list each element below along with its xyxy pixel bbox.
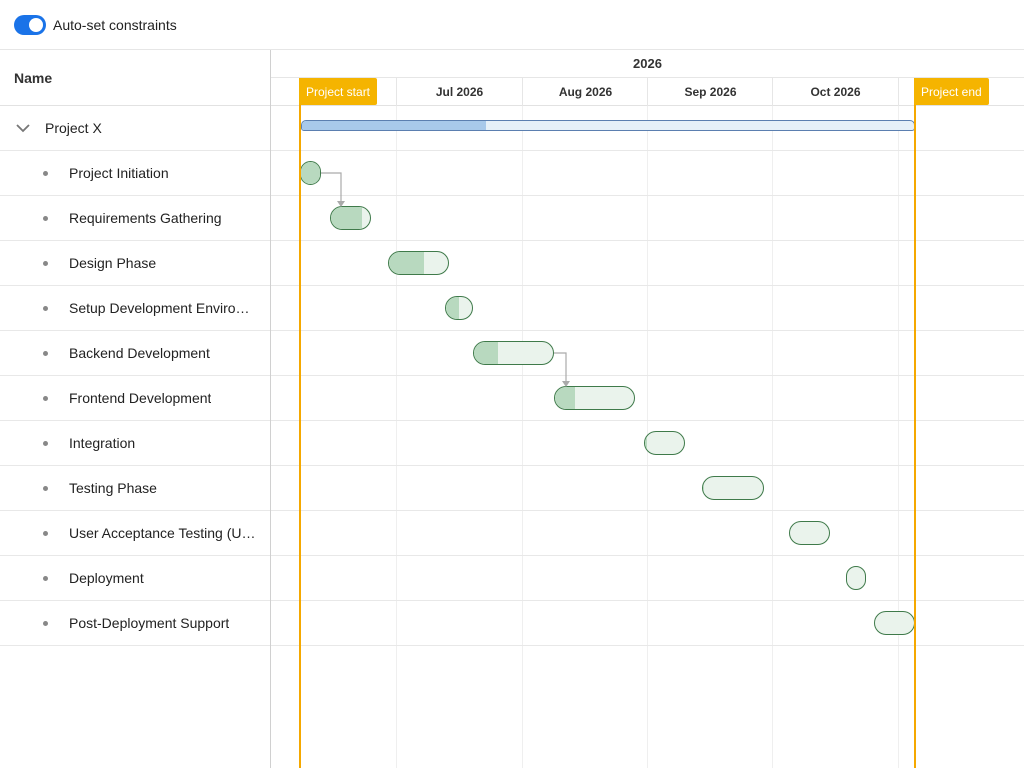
- task-bar[interactable]: [644, 431, 685, 455]
- task-name: Deployment: [69, 570, 144, 586]
- bullet-icon: [43, 575, 48, 581]
- timeline: 2026 Jul 2026 Aug 2026 Sep 2026 Oct 2026: [271, 50, 1024, 768]
- task-row[interactable]: Integration: [0, 421, 270, 466]
- bullet-icon: [43, 260, 48, 266]
- row-line: [271, 330, 1024, 331]
- task-bar[interactable]: [702, 476, 764, 500]
- task-name: Project Initiation: [69, 165, 169, 181]
- bullet-icon: [43, 530, 48, 536]
- task-bar[interactable]: [388, 251, 449, 275]
- task-progress: [301, 162, 320, 184]
- dependency-links: [321, 172, 570, 387]
- task-row[interactable]: Post-Deployment Support: [0, 601, 270, 646]
- chevron-down-icon[interactable]: [14, 119, 32, 137]
- project-end-line: [914, 78, 916, 768]
- task-row[interactable]: Deployment: [0, 556, 270, 601]
- dependency-link[interactable]: [554, 352, 567, 386]
- task-bar[interactable]: [473, 341, 554, 365]
- month-cell: Oct 2026: [772, 78, 898, 106]
- task-row[interactable]: Requirements Gathering: [0, 196, 270, 241]
- task-bar[interactable]: [330, 206, 371, 230]
- task-row[interactable]: Frontend Development: [0, 376, 270, 421]
- dependency-link[interactable]: [321, 172, 342, 206]
- row-line: [271, 645, 1024, 646]
- task-name: Frontend Development: [69, 390, 212, 406]
- bullet-icon: [43, 440, 48, 446]
- grid-line: [522, 106, 523, 768]
- task-name: Testing Phase: [69, 480, 157, 496]
- row-line: [271, 420, 1024, 421]
- task-name: Integration: [69, 435, 136, 451]
- row-line: [271, 150, 1024, 151]
- row-line: [271, 510, 1024, 511]
- row-line: [271, 375, 1024, 376]
- grid-line: [898, 106, 899, 768]
- project-start-line: [299, 78, 301, 768]
- task-progress: [474, 342, 498, 364]
- bullet-icon: [43, 350, 48, 356]
- task-progress: [446, 297, 459, 319]
- auto-constraints-label: Auto-set constraints: [53, 16, 177, 33]
- toolbar: Auto-set constraints: [0, 0, 1024, 50]
- summary-progress: [302, 121, 486, 130]
- month-cell: Aug 2026: [522, 78, 648, 106]
- task-name: Backend Development: [69, 345, 210, 361]
- row-line: [271, 240, 1024, 241]
- year-header: 2026: [271, 50, 1024, 78]
- task-bar[interactable]: [789, 521, 830, 545]
- task-progress: [703, 477, 705, 499]
- row-line: [271, 555, 1024, 556]
- project-row[interactable]: Project X: [0, 106, 270, 151]
- task-name: Design Phase: [69, 255, 157, 271]
- task-row[interactable]: Design Phase: [0, 241, 270, 286]
- project-name: Project X: [45, 120, 102, 136]
- name-column-header[interactable]: Name: [0, 50, 270, 106]
- task-name: Requirements Gathering: [69, 210, 222, 226]
- grid-line: [772, 106, 773, 768]
- task-progress: [645, 432, 647, 454]
- task-name: User Acceptance Testing (U…: [69, 525, 256, 541]
- bullet-icon: [43, 305, 48, 311]
- bullet-icon: [43, 395, 48, 401]
- task-progress: [555, 387, 575, 409]
- project-start-flag[interactable]: Project start: [299, 78, 378, 105]
- row-line: [271, 600, 1024, 601]
- task-name: Setup Development Enviro…: [69, 300, 250, 316]
- toggle-knob: [29, 17, 43, 32]
- task-row[interactable]: Setup Development Enviro…: [0, 286, 270, 331]
- month-cell: [898, 78, 1024, 106]
- month-cell: Jul 2026: [396, 78, 522, 106]
- month-header: Jul 2026 Aug 2026 Sep 2026 Oct 2026: [271, 78, 1024, 106]
- bullet-icon: [43, 485, 48, 491]
- task-row[interactable]: User Acceptance Testing (U…: [0, 511, 270, 556]
- grid-line: [396, 106, 397, 768]
- task-bar[interactable]: [445, 296, 473, 320]
- task-bar[interactable]: [846, 566, 866, 590]
- bullet-icon: [43, 620, 48, 626]
- project-end-flag[interactable]: Project end: [914, 78, 989, 105]
- task-bar[interactable]: [554, 386, 635, 410]
- arrow-icon: [337, 201, 345, 207]
- task-progress: [331, 207, 363, 229]
- task-row[interactable]: Backend Development: [0, 331, 270, 376]
- task-row[interactable]: Testing Phase: [0, 466, 270, 511]
- task-progress: [389, 252, 425, 274]
- month-cell: Sep 2026: [647, 78, 773, 106]
- task-grid: Name Project X Project Initiation Requir…: [0, 50, 271, 768]
- auto-constraints-toggle[interactable]: [14, 14, 46, 35]
- arrow-icon: [562, 381, 570, 387]
- task-row[interactable]: Project Initiation: [0, 151, 270, 196]
- row-line: [271, 195, 1024, 196]
- row-line: [271, 285, 1024, 286]
- bullet-icon: [43, 215, 48, 221]
- task-name: Post-Deployment Support: [69, 615, 230, 631]
- bullet-icon: [43, 170, 48, 176]
- row-line: [271, 465, 1024, 466]
